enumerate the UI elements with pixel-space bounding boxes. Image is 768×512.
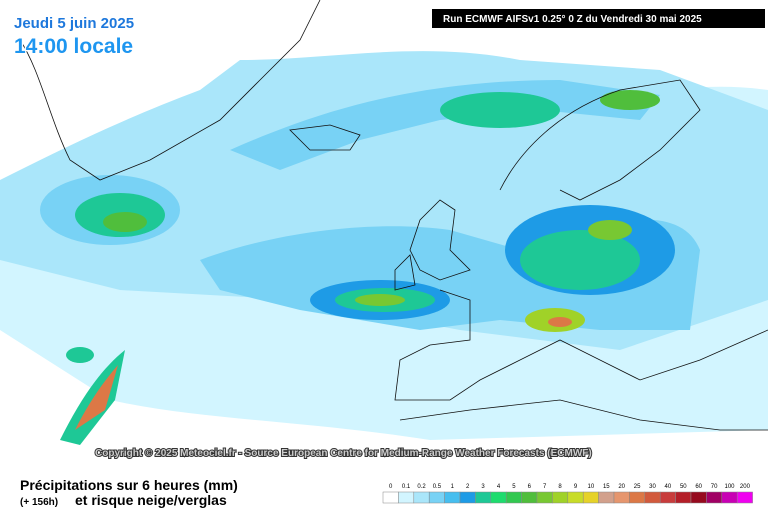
legend-label: 4 — [497, 484, 501, 490]
footer-subtitle: et risque neige/verglas — [75, 492, 227, 508]
legend-swatch — [490, 491, 507, 504]
legend-label: 6 — [528, 484, 532, 490]
legend-swatch — [582, 491, 599, 504]
coastline — [19, 0, 321, 181]
legend-swatch — [398, 491, 415, 504]
precip-area — [548, 317, 572, 327]
legend-swatch — [644, 491, 661, 504]
map — [0, 0, 768, 445]
legend-swatch — [475, 491, 492, 504]
coastline — [409, 199, 471, 281]
legend-swatch — [706, 491, 723, 504]
legend-swatch — [536, 491, 553, 504]
legend-swatch — [444, 491, 461, 504]
run-box — [432, 9, 765, 28]
legend-label: 5 — [512, 484, 516, 490]
legend-swatch — [505, 491, 522, 504]
legend-swatch — [552, 491, 569, 504]
legend-swatch — [629, 491, 646, 504]
legend-label: 100 — [724, 484, 735, 490]
legend-swatch — [567, 491, 584, 504]
coastline — [394, 254, 416, 291]
legend-swatch — [459, 491, 476, 504]
precip-area — [66, 347, 94, 363]
legend-label: 30 — [649, 484, 656, 490]
legend-label: 0 — [389, 484, 393, 490]
legend-label: 0.5 — [433, 484, 442, 490]
precip-area — [588, 220, 632, 240]
legend-label: 200 — [740, 484, 751, 490]
legend-label: 8 — [558, 484, 562, 490]
legend-swatch — [413, 491, 430, 504]
legend-swatch — [659, 491, 676, 504]
precip-area — [520, 230, 640, 290]
legend-label: 9 — [574, 484, 578, 490]
legend-label: 0.1 — [402, 484, 411, 490]
legend-swatch — [690, 491, 707, 504]
precip-area — [103, 212, 147, 232]
copyright: Copyright © 2025 Meteociel.fr - Source E… — [95, 448, 592, 459]
legend-swatch — [613, 491, 630, 504]
legend-label: 20 — [618, 484, 625, 490]
legend: 0 0.1 0.2 0.5 1 2 3 4 5 6 7 8 9 10 15 20 25 30 40 50 60 70 100… — [382, 484, 753, 504]
legend-label: 15 — [603, 484, 610, 490]
legend-label: 25 — [634, 484, 641, 490]
coastline — [289, 124, 361, 151]
legend-swatch — [598, 491, 615, 504]
legend-swatch — [736, 491, 753, 504]
legend-swatch — [428, 491, 445, 504]
footer-lead: (+ 156h) — [20, 497, 58, 508]
run-info: Run ECMWF AIFSv1 0.25° 0 Z du Vendredi 3… — [443, 14, 702, 25]
footer-title: Précipitations sur 6 heures (mm) — [20, 477, 238, 493]
legend-label: 3 — [481, 484, 485, 490]
precip-area — [355, 294, 405, 306]
legend-swatch — [521, 491, 538, 504]
precip-area — [75, 365, 118, 430]
legend-label: 50 — [680, 484, 687, 490]
coastline — [399, 399, 768, 431]
legend-label: 40 — [665, 484, 672, 490]
legend-label: 10 — [588, 484, 595, 490]
forecast-time: 14:00 locale — [14, 35, 133, 58]
forecast-date: Jeudi 5 juin 2025 — [14, 15, 134, 32]
coastline — [394, 289, 768, 401]
legend-label: 2 — [466, 484, 470, 490]
precip-area — [600, 90, 660, 110]
legend-label: 60 — [695, 484, 702, 490]
precip-area — [440, 92, 560, 128]
legend-label: 0.2 — [417, 484, 426, 490]
legend-swatch — [382, 491, 399, 504]
legend-swatch — [675, 491, 692, 504]
legend-swatch — [721, 491, 738, 504]
coastline — [499, 79, 701, 201]
legend-label: 1 — [451, 484, 455, 490]
legend-label: 7 — [543, 484, 547, 490]
legend-label: 70 — [711, 484, 718, 490]
precip-area — [60, 350, 125, 445]
